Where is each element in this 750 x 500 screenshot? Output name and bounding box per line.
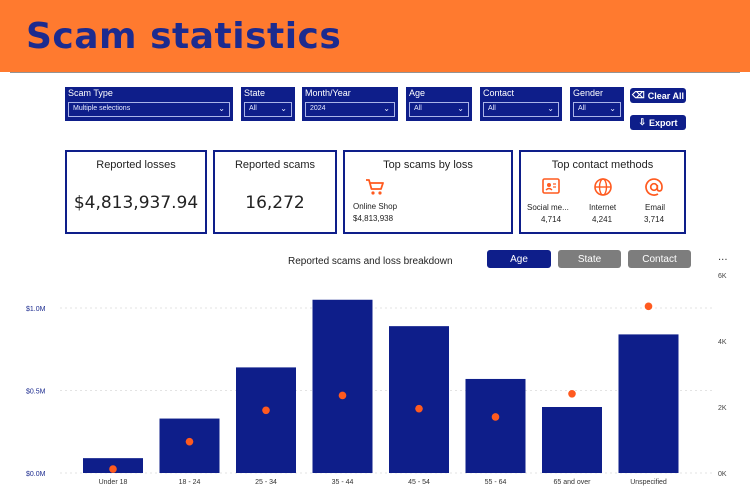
scam-count-dot: [109, 465, 117, 473]
filter-gender[interactable]: Gender All ⌄: [570, 87, 624, 121]
y-left-tick-label: $0.0M: [26, 471, 46, 478]
loss-bar: [312, 299, 373, 473]
scam-count-dot: [185, 437, 194, 446]
reported-losses-card: Reported losses $4,813,937.94: [65, 150, 207, 234]
scam-count-dot: [262, 406, 270, 415]
filter-value: 2024: [310, 105, 326, 112]
x-tick-label: 45 - 54: [408, 479, 430, 486]
filter-dropdown[interactable]: All ⌄: [409, 102, 469, 117]
clear-all-label: Clear All: [647, 90, 684, 101]
more-options-icon[interactable]: ...: [718, 252, 728, 263]
card-title: Reported scams: [234, 159, 316, 171]
y-left-tick-label: $0.5M: [26, 389, 46, 396]
at-sign-icon: [645, 178, 663, 196]
scam-count-dot: [338, 391, 347, 400]
filter-contact[interactable]: Contact All ⌄: [480, 87, 562, 121]
filter-scam-type[interactable]: Scam Type Multiple selections ⌄: [65, 87, 233, 121]
y-right-tick-label: 4K: [718, 339, 727, 346]
toggle-state[interactable]: State: [558, 250, 621, 268]
y-right-tick-label: 0K: [718, 471, 727, 478]
contact-value: 4,241: [592, 215, 613, 224]
filter-dropdown[interactable]: Multiple selections ⌄: [68, 102, 230, 117]
contact-label: Social me...: [527, 203, 569, 212]
contact-label: Internet: [589, 203, 617, 212]
reported-scams-card: Reported scams 16,272: [213, 150, 337, 234]
filter-state[interactable]: State All ⌄: [241, 87, 295, 121]
scam-count-dot: [491, 413, 500, 421]
scam-count-dot: [568, 390, 576, 398]
loss-bar: [236, 367, 296, 473]
loss-bar: [389, 326, 449, 473]
y-left-tick-label: $1.0M: [26, 306, 46, 313]
card-title: Top contact methods: [551, 159, 654, 171]
chevron-down-icon: ⌄: [457, 104, 464, 113]
filter-label: State: [244, 88, 266, 98]
y-right-tick-label: 2K: [718, 405, 727, 412]
x-tick-label: 25 - 34: [255, 479, 277, 486]
filter-value: All: [414, 105, 422, 112]
filter-value: All: [488, 105, 496, 112]
filter-label: Month/Year: [305, 88, 351, 98]
filter-dropdown[interactable]: 2024 ⌄: [305, 102, 395, 117]
filter-dropdown[interactable]: All ⌄: [573, 102, 621, 117]
loss-bar: [618, 334, 679, 473]
x-tick-label: 18 - 24: [179, 479, 201, 486]
globe-icon: [594, 178, 612, 196]
loss-bar: [465, 378, 526, 473]
scam-count-dot: [415, 404, 423, 413]
download-icon: ⇩: [638, 117, 647, 127]
card-title: Reported losses: [96, 159, 176, 171]
top-scam-amount: $4,813,938: [353, 214, 394, 223]
x-tick-label: 65 and over: [554, 479, 592, 486]
card-value: 16,272: [245, 193, 305, 213]
eraser-icon: ⌫: [632, 90, 645, 100]
scam-count-dot: [644, 302, 653, 311]
export-button[interactable]: ⇩ Export: [630, 115, 686, 130]
filter-dropdown[interactable]: All ⌄: [483, 102, 559, 117]
card-title: Top scams by loss: [383, 159, 473, 171]
filter-dropdown[interactable]: All ⌄: [244, 102, 292, 117]
x-tick-label: Unspecified: [630, 479, 667, 486]
filter-month-year[interactable]: Month/Year 2024 ⌄: [302, 87, 398, 121]
chevron-down-icon: ⌄: [280, 104, 287, 113]
filter-value: Multiple selections: [73, 105, 131, 112]
page-header: [0, 0, 750, 72]
social-media-icon: [542, 178, 560, 194]
chevron-down-icon: ⌄: [609, 104, 616, 113]
contact-label: Email: [645, 203, 666, 212]
loss-bar: [159, 418, 220, 473]
contact-value: 3,714: [644, 215, 665, 224]
clear-all-button[interactable]: ⌫ Clear All: [630, 88, 686, 103]
x-tick-label: Under 18: [99, 479, 128, 486]
toggle-age[interactable]: Age: [487, 250, 551, 268]
chevron-down-icon: ⌄: [383, 104, 390, 113]
filter-age[interactable]: Age All ⌄: [406, 87, 472, 121]
page-title: Scam statistics: [26, 16, 342, 57]
x-tick-label: 35 - 44: [332, 479, 354, 486]
toggle-contact[interactable]: Contact: [628, 250, 691, 268]
chevron-down-icon: ⌄: [218, 104, 225, 113]
loss-bar: [542, 407, 602, 473]
top-scams-card: Top scams by loss Online Shop $4,813,938: [343, 150, 513, 234]
header-divider: [10, 72, 740, 73]
contact-value: 4,714: [541, 215, 562, 224]
top-scam-name: Online Shop: [353, 202, 398, 211]
filter-label: Gender: [573, 88, 604, 98]
y-right-tick-label: 6K: [718, 273, 727, 280]
top-contact-card: Top contact methods Social me... 4,714 I…: [519, 150, 686, 234]
shopping-cart-icon: [366, 179, 384, 195]
x-tick-label: 55 - 64: [485, 479, 507, 486]
filter-label: Contact: [483, 88, 515, 98]
loss-bar: [83, 458, 143, 473]
chevron-down-icon: ⌄: [547, 104, 554, 113]
filter-label: Age: [409, 88, 426, 98]
filter-value: All: [578, 105, 586, 112]
card-value: $4,813,937.94: [73, 193, 199, 213]
export-label: Export: [649, 117, 678, 128]
filter-value: All: [249, 105, 257, 112]
filter-label: Scam Type: [68, 88, 113, 98]
chart-title: Reported scams and loss breakdown: [288, 256, 453, 267]
